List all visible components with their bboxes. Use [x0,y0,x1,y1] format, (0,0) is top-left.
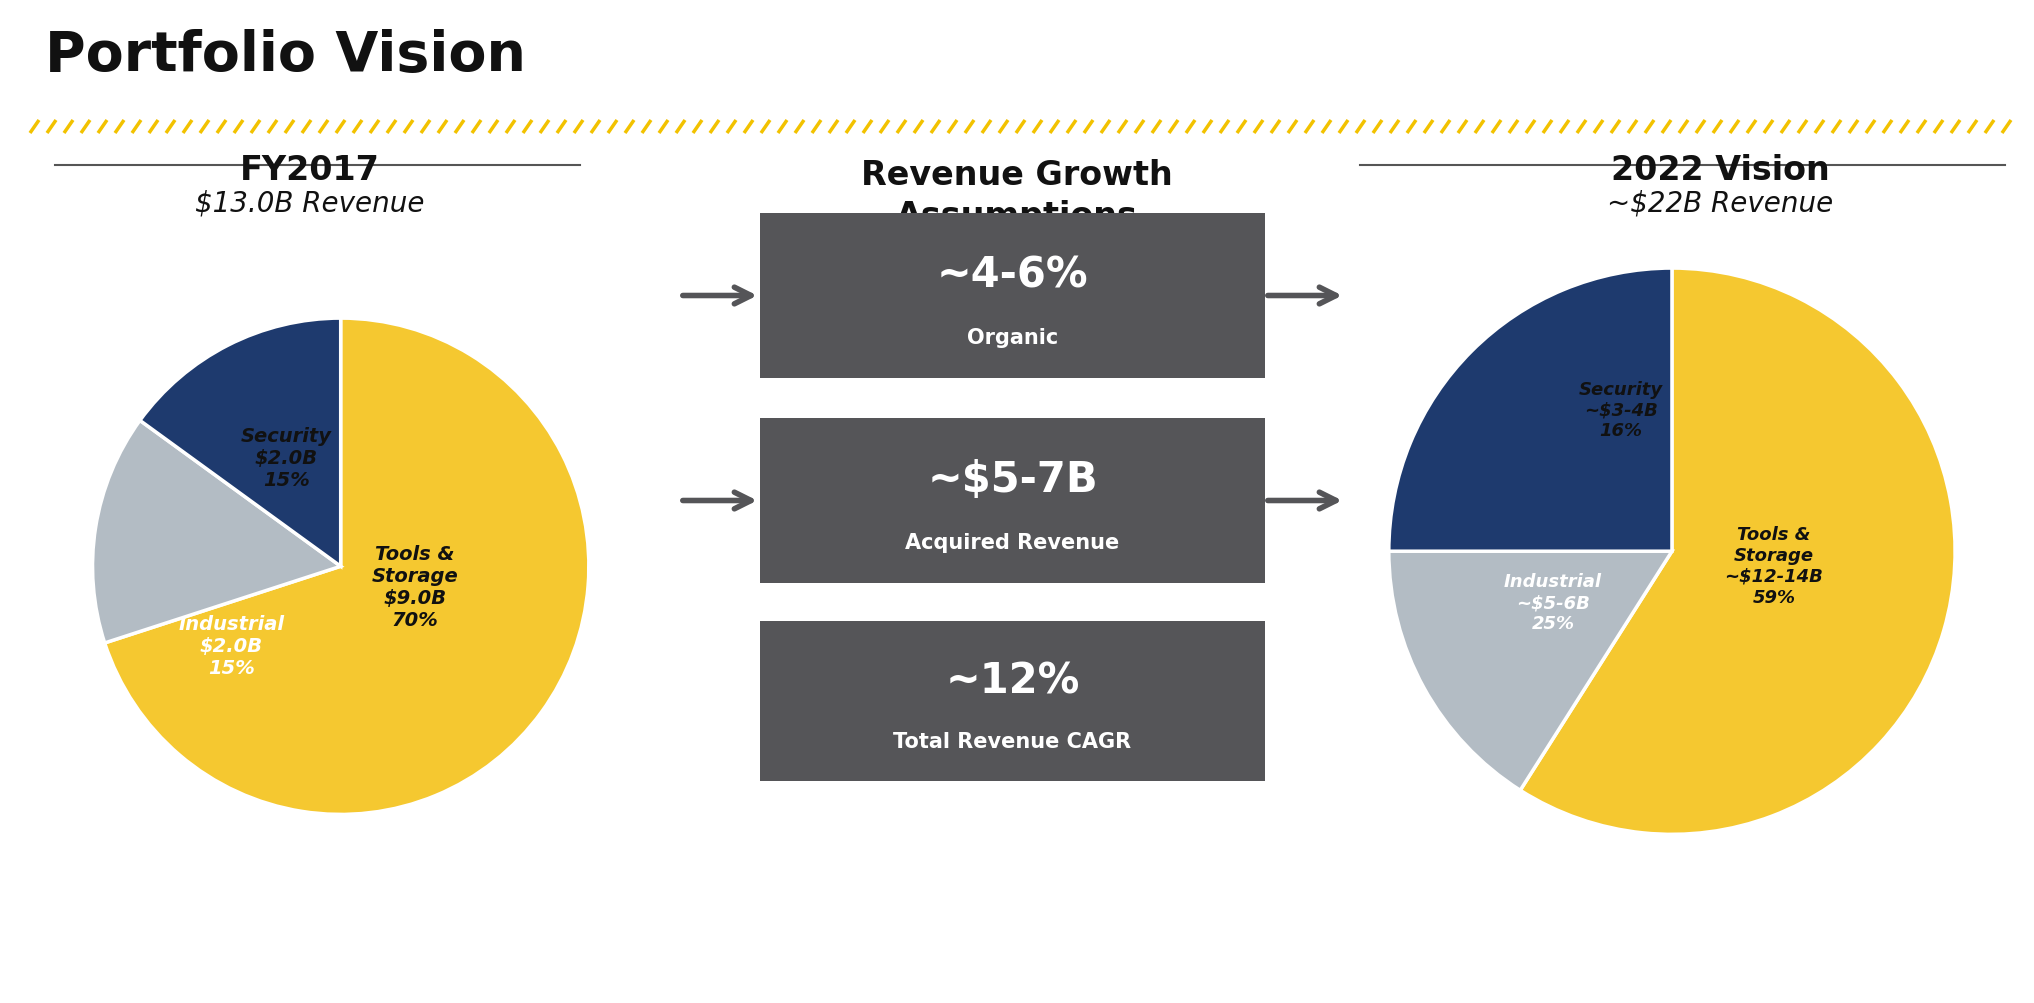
Wedge shape [1519,269,1955,834]
Text: Tools &
Storage
~$12-14B
59%: Tools & Storage ~$12-14B 59% [1725,526,1822,606]
Wedge shape [94,421,342,643]
Text: ~$5-7B: ~$5-7B [928,458,1098,500]
Wedge shape [1389,269,1672,552]
Text: 2022 Vision: 2022 Vision [1611,153,1829,187]
Bar [761,418,1265,584]
Text: Acquired Revenue: Acquired Revenue [905,533,1119,553]
Bar [761,622,1265,781]
Text: Revenue Growth
Assumptions: Revenue Growth Assumptions [860,158,1174,233]
Text: Industrial
$2.0B
15%: Industrial $2.0B 15% [179,615,285,677]
Text: Industrial
~$5-6B
25%: Industrial ~$5-6B 25% [1503,573,1603,632]
Text: FY2017: FY2017 [240,153,380,187]
Text: Security
~$3-4B
16%: Security ~$3-4B 16% [1578,380,1664,440]
Text: ~$22B Revenue: ~$22B Revenue [1607,189,1833,217]
Wedge shape [1389,552,1672,790]
Wedge shape [140,319,342,567]
Text: Tools &
Storage
$9.0B
70%: Tools & Storage $9.0B 70% [372,544,458,629]
Text: Total Revenue CAGR: Total Revenue CAGR [893,731,1131,751]
Text: Portfolio Vision: Portfolio Vision [45,29,527,83]
Text: $13.0B Revenue: $13.0B Revenue [195,189,425,217]
Wedge shape [104,319,588,814]
Text: ~12%: ~12% [946,660,1080,701]
Text: ~4-6%: ~4-6% [938,254,1088,296]
Bar [761,214,1265,378]
Text: Organic: Organic [966,327,1058,347]
Text: Security
$2.0B
15%: Security $2.0B 15% [240,426,332,489]
